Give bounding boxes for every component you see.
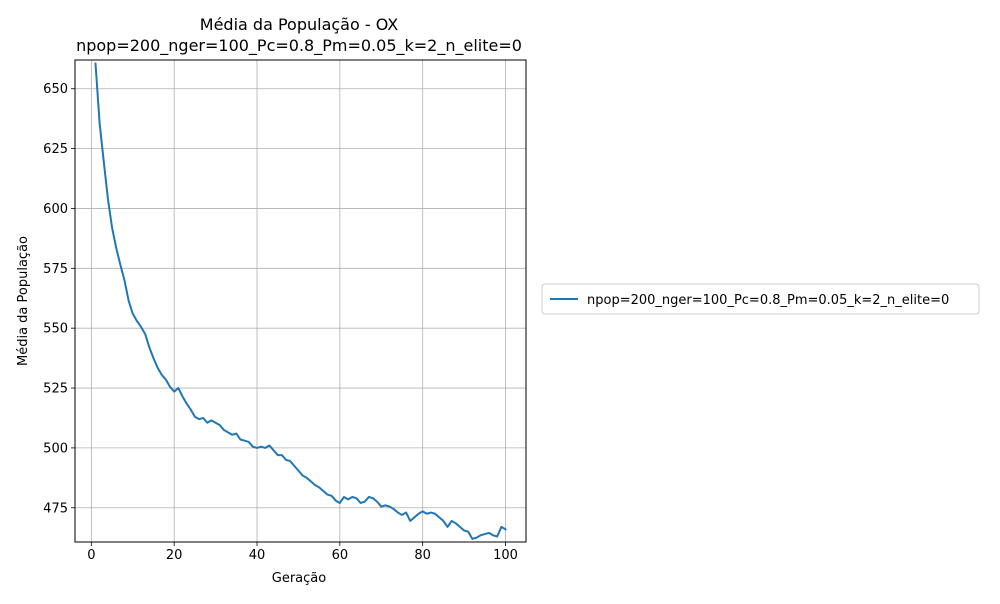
y-tick-label: 600 [43, 202, 68, 217]
y-tick-label: 625 [43, 142, 68, 157]
y-tick-label: 525 [43, 382, 68, 397]
x-tick-label: 100 [493, 548, 518, 563]
y-tick-label: 650 [43, 82, 68, 97]
legend: npop=200_nger=100_Pc=0.8_Pm=0.05_k=2_n_e… [541, 283, 980, 315]
x-axis-label: Geração [272, 571, 326, 586]
y-tick-label: 475 [43, 501, 68, 516]
grid [75, 60, 526, 542]
axes-frame [74, 59, 527, 543]
x-tick-label: 80 [414, 548, 431, 563]
chart-subtitle: npop=200_nger=100_Pc=0.8_Pm=0.05_k=2_n_e… [76, 36, 522, 56]
x-tick-label: 20 [166, 548, 183, 563]
x-tick-label: 60 [332, 548, 349, 563]
y-tick-label: 550 [43, 322, 68, 337]
legend-box [541, 283, 980, 315]
x-tick-label: 40 [249, 548, 266, 563]
y-tick-label: 575 [43, 262, 68, 277]
legend-label: npop=200_nger=100_Pc=0.8_Pm=0.05_k=2_n_e… [587, 293, 949, 308]
series-line-0 [94, 62, 507, 540]
y-axis-label: Média da População [16, 236, 31, 366]
x-tick-label: 0 [87, 548, 95, 563]
chart-title: Média da População - OX [200, 15, 399, 34]
y-tick-label: 500 [43, 441, 68, 456]
ticks: 0 20 40 60 80 100 475 500 525 550 575 600 625 650 [43, 82, 518, 563]
series-layer [94, 62, 507, 540]
